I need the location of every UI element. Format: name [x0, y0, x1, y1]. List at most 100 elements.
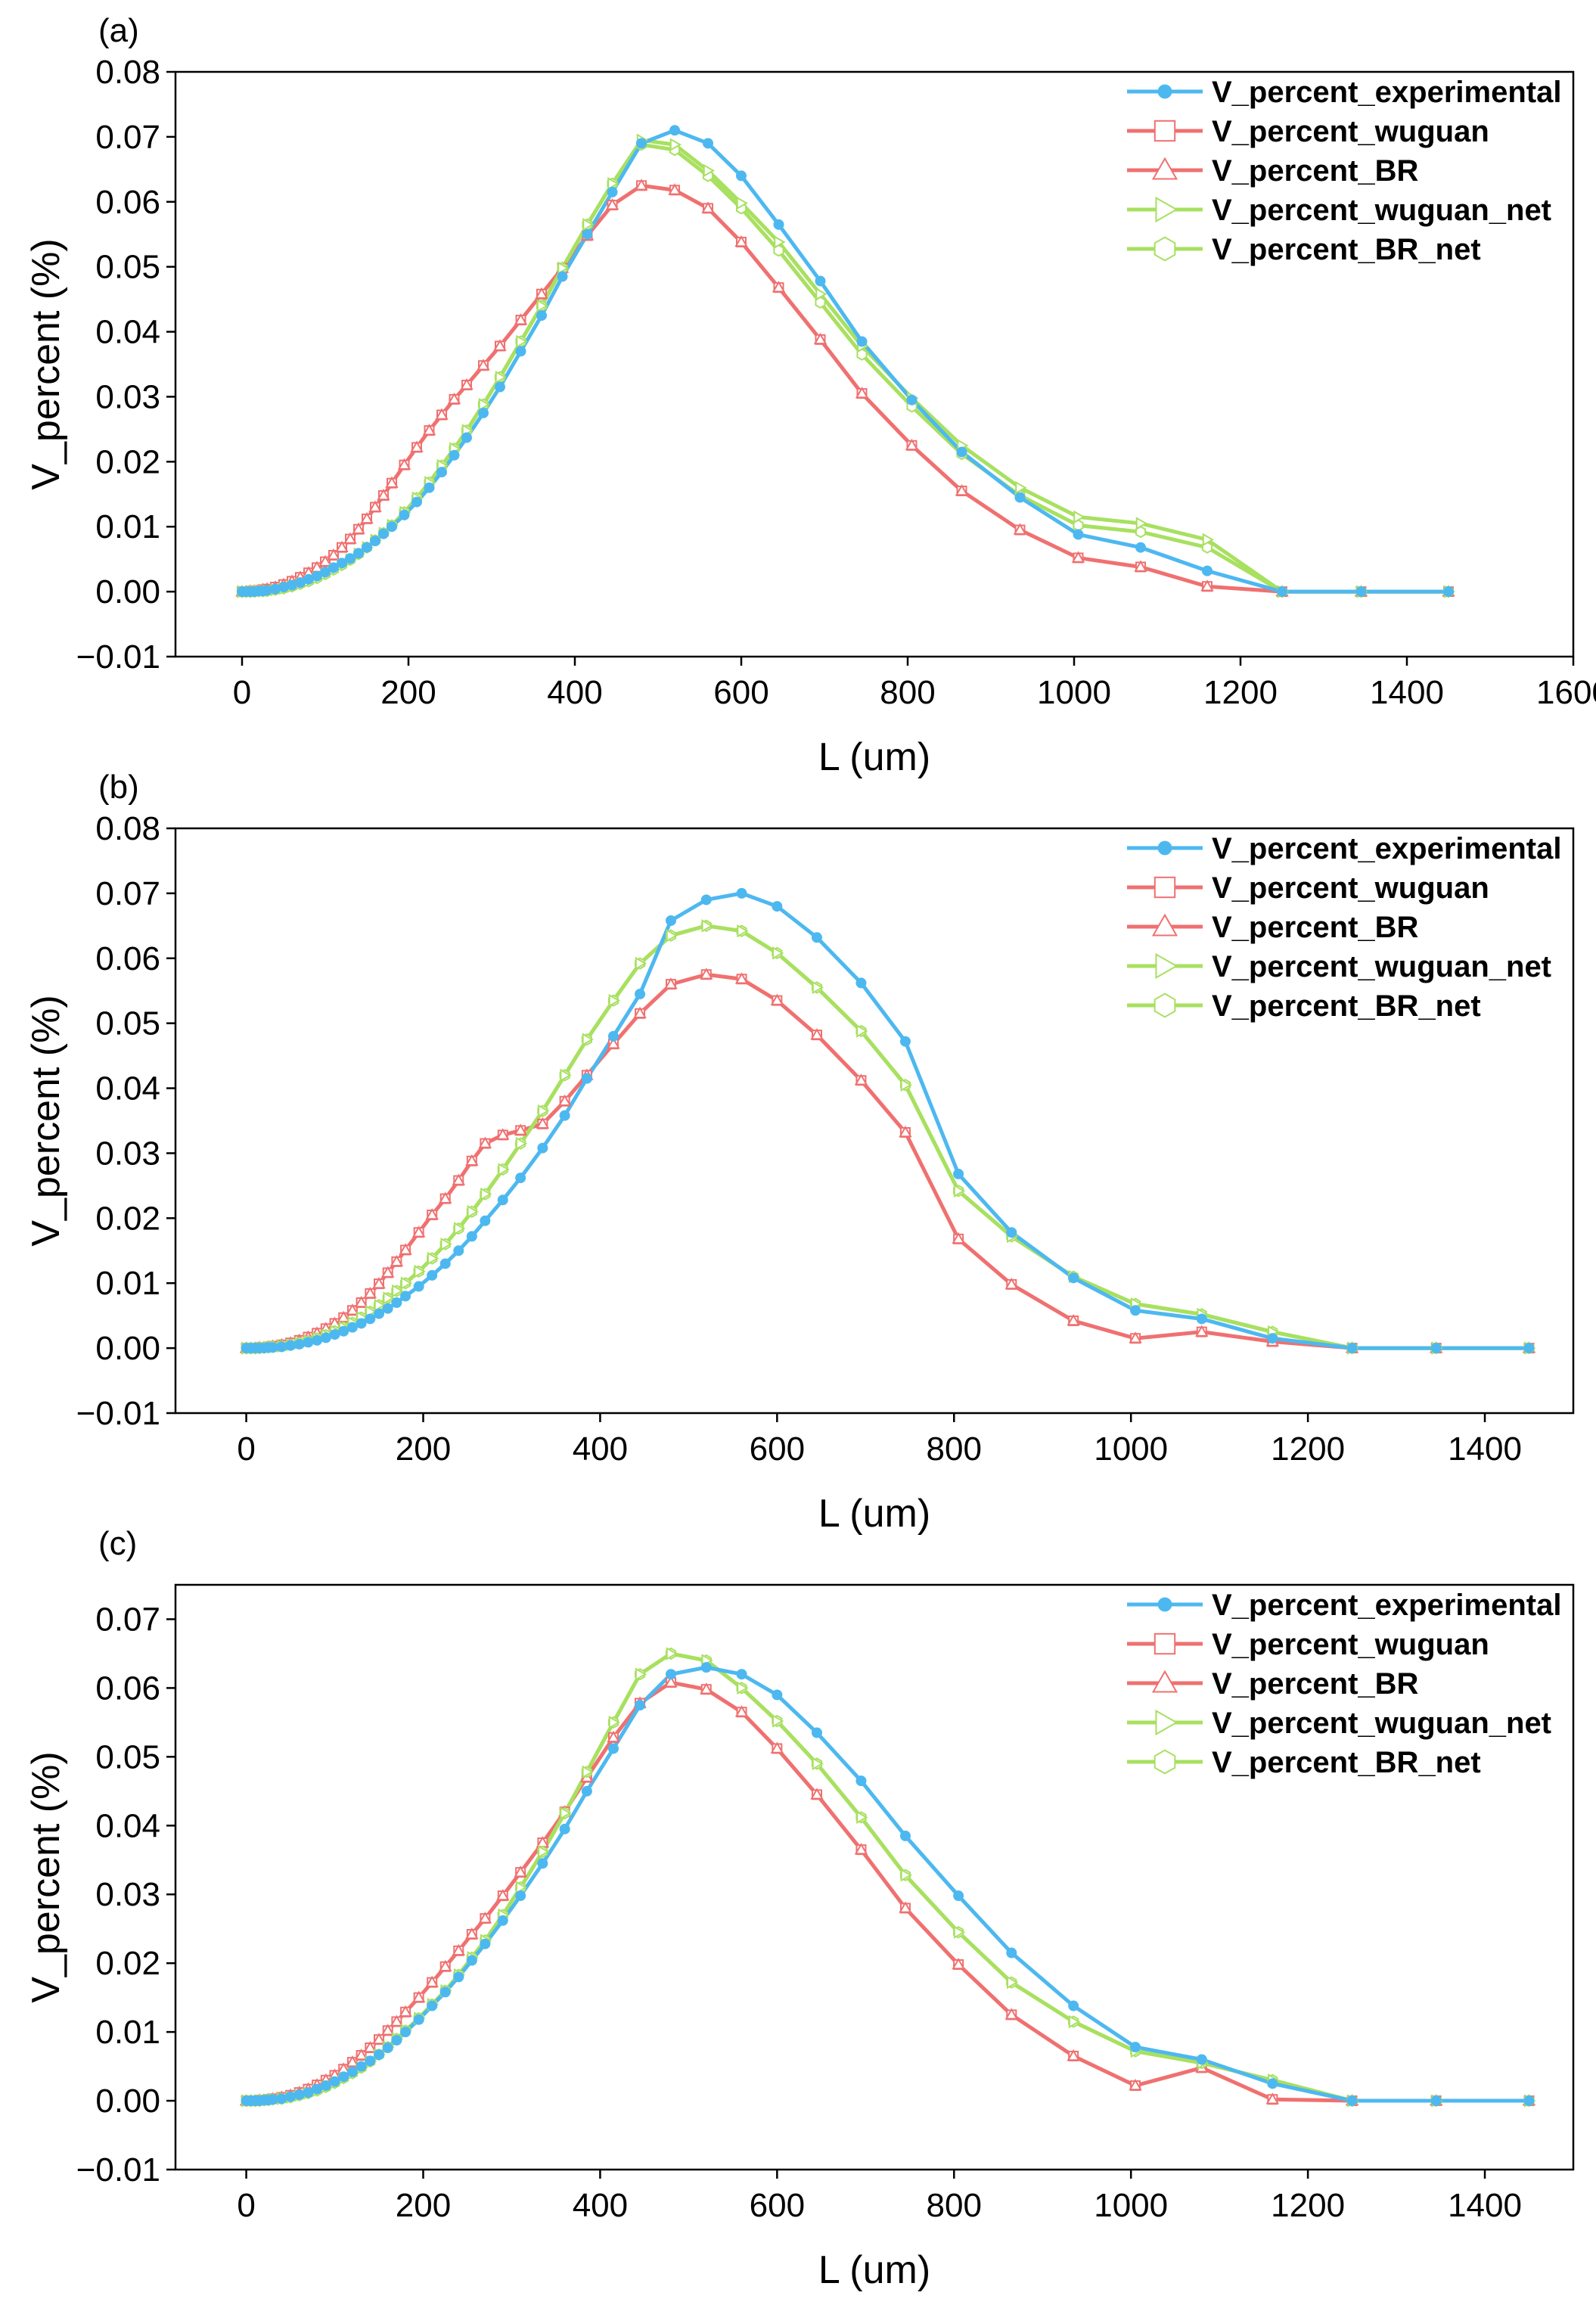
data-point-br: [607, 1730, 620, 1743]
legend-item: V_percent_BR_net: [1127, 989, 1481, 1023]
x-tick-label: 0: [237, 2187, 255, 2224]
data-point-experimental: [515, 346, 526, 357]
y-axis-label: V_percent (%): [24, 238, 68, 489]
y-axis-label: V_percent (%): [24, 995, 68, 1246]
data-point-experimental: [365, 1313, 376, 1325]
data-point-wuguan-net: [772, 1714, 784, 1728]
data-point-experimental: [811, 932, 822, 943]
data-point-experimental: [669, 125, 680, 136]
x-tick-label: 1000: [1037, 674, 1111, 711]
data-point-experimental: [400, 1291, 411, 1302]
data-point-br: [477, 359, 490, 371]
data-point-br: [700, 968, 713, 980]
data-point-experimental: [582, 228, 593, 240]
data-point-experimental: [424, 482, 435, 493]
legend-item: V_percent_wuguan_net: [1127, 950, 1551, 983]
data-point-experimental: [1135, 542, 1146, 553]
data-point-experimental: [497, 1194, 508, 1206]
data-point-wuguan-net: [560, 1806, 572, 1820]
data-point-br: [700, 1682, 713, 1695]
data-point-experimental: [374, 1308, 385, 1319]
data-point-wuguan-net: [607, 177, 619, 191]
data-point-br: [435, 408, 449, 420]
y-tick-label: 0.06: [95, 940, 160, 977]
data-point-wuguan-net: [635, 1667, 647, 1681]
data-point-experimental: [276, 1341, 287, 1353]
y-tick-label: 0.05: [95, 249, 160, 286]
data-point-experimental: [400, 2027, 411, 2038]
y-tick-label: 0.06: [95, 1670, 160, 1707]
data-point-experimental: [703, 138, 713, 149]
x-tick-label: 400: [573, 2187, 628, 2224]
data-point-br: [1071, 551, 1085, 563]
data-point-br: [734, 1705, 749, 1717]
data-point-br: [905, 438, 919, 451]
data-point-br: [327, 548, 340, 561]
legend-marker: [1154, 992, 1176, 1018]
data-point-br: [855, 387, 869, 399]
data-point-wuguan-net: [582, 1033, 594, 1046]
data-point-wuguan-net: [392, 1284, 404, 1298]
data-point-experimental: [899, 1830, 911, 1841]
y-tick-label: 0.02: [95, 443, 160, 480]
x-tick-label: 200: [396, 1430, 451, 1468]
data-point-br: [493, 339, 507, 351]
data-point-experimental: [439, 1986, 451, 1998]
data-point-wuguan-net: [440, 1237, 452, 1251]
x-tick-label: 400: [573, 1430, 628, 1468]
data-point-br: [1129, 2079, 1142, 2091]
data-point-experimental: [346, 1322, 358, 1333]
x-tick-label: 1000: [1094, 1430, 1168, 1468]
data-point-br: [478, 1912, 492, 1924]
data-point-experimental: [356, 2061, 367, 2072]
data-point-experimental: [399, 509, 410, 520]
data-point-br: [346, 2055, 359, 2067]
data-point-br: [411, 1225, 426, 1238]
data-point-experimental: [413, 1281, 424, 1292]
data-point-wuguan-net: [498, 1163, 510, 1176]
data-point-br: [854, 1073, 868, 1086]
y-tick-label: 0.05: [95, 1738, 160, 1775]
x-tick-label: 1200: [1271, 2187, 1345, 2224]
data-point-experimental: [581, 1073, 592, 1084]
data-point-experimental: [391, 1297, 402, 1308]
legend-marker: [1154, 876, 1176, 899]
data-point-br: [363, 1286, 377, 1299]
data-point-experimental: [329, 2076, 340, 2087]
y-tick-label: −0.01: [76, 638, 160, 676]
data-point-experimental: [559, 1823, 570, 1834]
data-point-wuguan-net: [495, 370, 508, 384]
data-point-wuguan-net: [703, 163, 716, 178]
data-point-experimental: [537, 1142, 548, 1154]
data-point-experimental: [581, 1785, 592, 1797]
legend-item: V_percent_wuguan: [1127, 1628, 1489, 1661]
data-point-br: [514, 1123, 527, 1135]
data-point-experimental: [559, 1110, 570, 1121]
data-point-experimental: [276, 2093, 287, 2105]
legend-marker: [1151, 157, 1178, 180]
data-point-experimental: [356, 1318, 367, 1329]
data-point-wuguan-net: [414, 1265, 426, 1278]
data-point-experimental: [1014, 492, 1026, 503]
data-point-experimental: [772, 901, 783, 912]
data-point-wuguan-net: [478, 398, 491, 412]
series-line-wuguan: [246, 972, 1529, 1350]
data-point-experimental: [557, 271, 568, 282]
data-point-experimental: [328, 562, 339, 573]
data-point-wuguan-net: [812, 1757, 824, 1771]
data-point-br: [496, 1128, 510, 1140]
data-point-experimental: [320, 1332, 331, 1343]
x-tick-label: 200: [380, 674, 436, 711]
data-point-experimental: [353, 548, 364, 559]
data-point-wuguan-net: [1135, 517, 1148, 530]
data-point-br: [410, 440, 424, 452]
data-point-experimental: [478, 407, 489, 418]
data-point-experimental: [1430, 2095, 1442, 2107]
data-point-br: [536, 1117, 550, 1129]
data-point-wuguan-net: [815, 287, 827, 301]
plot-frame: [174, 70, 1575, 658]
y-tick-label: 0.03: [95, 1135, 160, 1172]
data-point-experimental: [953, 1890, 964, 1902]
data-point-br: [478, 1136, 492, 1148]
data-point-experimental: [461, 432, 472, 443]
